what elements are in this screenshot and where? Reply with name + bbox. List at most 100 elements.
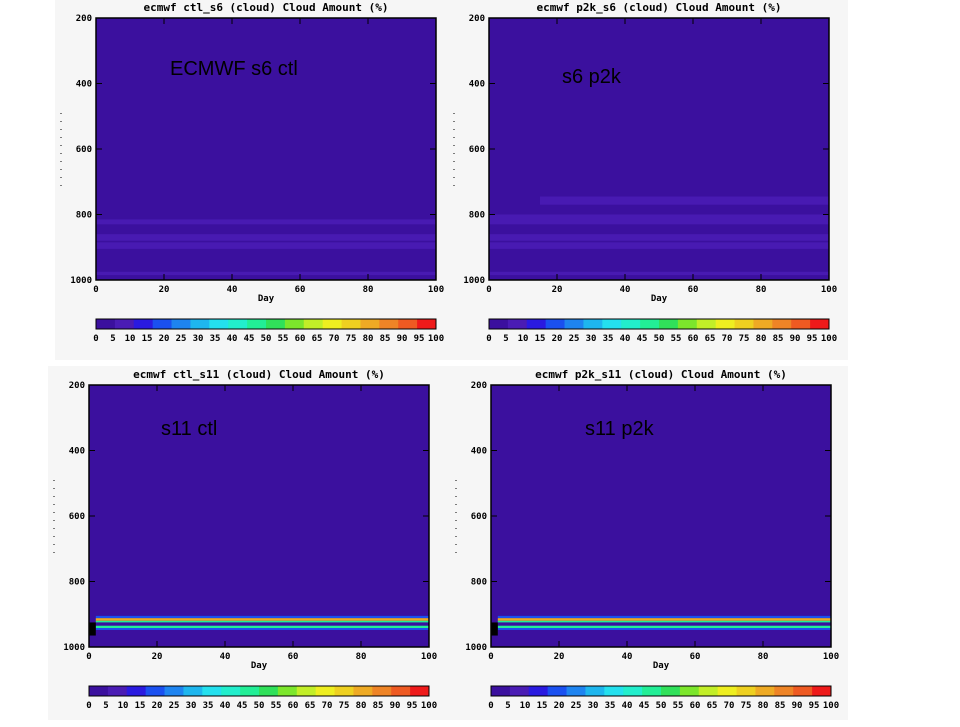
ctl-s6-colorbar-frame (95, 318, 437, 330)
ctl-s6-cloud-band-0 (96, 219, 436, 225)
ctl-s6-ytick-label-3: 800 (76, 211, 92, 221)
p2k-s11-colorbar-cell-0 (491, 686, 511, 696)
ctl-s6-ytick-label-2: 600 (76, 145, 92, 155)
panel-p2k-s6: ecmwf p2k_s6 (cloud) Cloud Amount (%) 200… (451, 0, 841, 360)
p2k-s11-colorbar-label-9: 45 (639, 701, 650, 711)
ctl-s6-colorbar-label-14: 70 (329, 334, 340, 344)
p2k-s6-colorbar-cell-2 (526, 319, 547, 329)
p2k-s11-xtick-label-2: 40 (622, 652, 633, 662)
panel-ctl-s6: ecmwf ctl_s6 (cloud) Cloud Amount (%) 200… (58, 0, 448, 360)
ctl-s6-colorbar-label-17: 85 (380, 334, 391, 344)
ctl-s6-xtick-label-5: 100 (428, 285, 444, 295)
p2k-s6-colorbar-label-3: 15 (535, 334, 546, 344)
ctl-s11-colorbar-label-15: 75 (339, 701, 350, 711)
p2k-s11-colorbar-label-0: 0 (488, 701, 493, 711)
ctl-s11-colorbar-cell-6 (202, 686, 222, 696)
ctl-s11-colorbar-label-0: 0 (86, 701, 91, 711)
p2k-s6-colorbar-cell-16 (791, 319, 811, 329)
p2k-s6-xtick-label-4: 80 (756, 285, 767, 295)
p2k-s11-colorbar-label-16: 80 (758, 701, 769, 711)
ctl-s11-colorbar-label-19: 95 (407, 701, 418, 711)
p2k-s6-colorbar-cell-12 (715, 319, 735, 329)
p2k-s11-xtick-label-3: 60 (690, 652, 701, 662)
ctl-s11-ytick-label-1: 400 (69, 447, 85, 457)
ctl-s11-colorbar-label-9: 45 (237, 701, 248, 711)
p2k-s11-colorbar-label-5: 25 (571, 701, 582, 711)
p2k-s6-colorbar-label-10: 50 (654, 334, 665, 344)
ctl-s6-cloud-band-3 (96, 271, 436, 276)
p2k-s11-colorbar-cell-7 (623, 686, 643, 696)
ctl-s11-colorbar-label-12: 60 (288, 701, 299, 711)
ctl-s11-colorbar-cell-2 (126, 686, 147, 696)
p2k-s6-colorbar-cell-4 (564, 319, 584, 329)
ctl-s11-xtick-label-2: 40 (220, 652, 231, 662)
p2k-s11-colorbar-cell-10 (679, 686, 700, 696)
p2k-s6-xtick-label-2: 40 (620, 285, 631, 295)
p2k-s6-colorbar-label-9: 45 (637, 334, 648, 344)
p2k-s6-colorbar-label-4: 20 (552, 334, 563, 344)
p2k-s11-colorbar-cell-3 (547, 686, 567, 696)
ctl-s11-xtick-label-4: 80 (356, 652, 367, 662)
ctl-s11-cloud-band-2 (95, 620, 430, 623)
p2k-s11-cloud-band-2 (497, 620, 831, 623)
ctl-s11-colorbar-label-6: 30 (186, 701, 197, 711)
p2k-s6-colorbar-cell-10 (677, 319, 698, 329)
ctl-s11-colorbar-cell-3 (145, 686, 165, 696)
p2k-s11-colorbar-cell-16 (793, 686, 813, 696)
p2k-s11-colorbar-label-13: 65 (707, 701, 718, 711)
p2k-s11-xtick-label-0: 0 (488, 652, 493, 662)
ctl-s11-xtick-label-1: 20 (152, 652, 163, 662)
p2k-s11-cloud-band-6 (491, 622, 498, 636)
p2k-s11-colorbar-label-20: 100 (823, 701, 839, 711)
p2k-s6-colorbar-label-2: 10 (518, 334, 529, 344)
ctl-s6-colorbar-label-10: 50 (261, 334, 272, 344)
ctl-s11-colorbar-label-10: 50 (254, 701, 265, 711)
p2k-s11-colorbar-cell-8 (642, 686, 662, 696)
ctl-s6-colorbar-cell-16 (398, 319, 418, 329)
ctl-s6-cloud-band-2 (96, 242, 436, 249)
p2k-s11-xaxis-label: Day (653, 661, 670, 671)
ctl-s6-colorbar-cell-11 (303, 319, 324, 329)
ctl-s6-colorbar-label-9: 45 (244, 334, 255, 344)
p2k-s6-cloud-band-2 (489, 234, 829, 241)
ctl-s11-xtick-label-5: 100 (421, 652, 437, 662)
p2k-s6-colorbar-label-11: 55 (671, 334, 682, 344)
annotation-s11-p2k: s11 p2k (585, 418, 654, 440)
p2k-s6-colorbar-label-19: 95 (807, 334, 818, 344)
ctl-s11-colorbar-label-2: 10 (118, 701, 129, 711)
ctl-s11-colorbar-label-7: 35 (203, 701, 214, 711)
p2k-s6-colorbar-cell-17 (810, 319, 830, 329)
p2k-s11-xtick-label-4: 80 (758, 652, 769, 662)
p2k-s6-xtick-label-3: 60 (688, 285, 699, 295)
ctl-s11-colorbar-cell-14 (353, 686, 373, 696)
ctl-s11-colorbar-cell-4 (164, 686, 184, 696)
ctl-s6-colorbar-label-5: 25 (176, 334, 187, 344)
p2k-s6-colorbar-cell-6 (602, 319, 622, 329)
p2k-s11-colorbar-label-18: 90 (792, 701, 803, 711)
p2k-s6-colorbar-label-6: 30 (586, 334, 597, 344)
p2k-s6-xtick-label-1: 20 (552, 285, 563, 295)
ctl-s6-colorbar-label-2: 10 (125, 334, 136, 344)
ctl-s11-ytick-label-0: 200 (69, 381, 85, 391)
ctl-s6-colorbar-cell-3 (152, 319, 172, 329)
ctl-s6-colorbar-label-7: 35 (210, 334, 221, 344)
ctl-s6-colorbar-cell-6 (209, 319, 229, 329)
ctl-s6-colorbar-cell-9 (266, 319, 286, 329)
p2k-s11-ytick-label-0: 200 (471, 381, 487, 391)
ctl-s11-cloud-band-0 (95, 615, 430, 619)
ctl-s6-ytick-label-0: 200 (76, 14, 92, 24)
ctl-s11-cloud-band-4 (95, 625, 430, 629)
ctl-s11-plot-area (89, 385, 429, 647)
ctl-s11-colorbar-cell-16 (391, 686, 411, 696)
ctl-s6-colorbar-label-11: 55 (278, 334, 289, 344)
p2k-s11-cloud-band-1 (497, 618, 831, 621)
ctl-s11-colorbar-cell-5 (183, 686, 203, 696)
p2k-s11-colorbar-label-12: 60 (690, 701, 701, 711)
p2k-s11-colorbar-label-15: 75 (741, 701, 752, 711)
p2k-s6-cloud-band-3 (489, 242, 829, 249)
p2k-s6-colorbar-label-18: 90 (790, 334, 801, 344)
p2k-s6-xtick-label-0: 0 (486, 285, 491, 295)
p2k-s6-colorbar-label-16: 80 (756, 334, 767, 344)
ctl-s11-colorbar-label-17: 85 (373, 701, 384, 711)
ctl-s11-colorbar-frame (88, 685, 430, 697)
